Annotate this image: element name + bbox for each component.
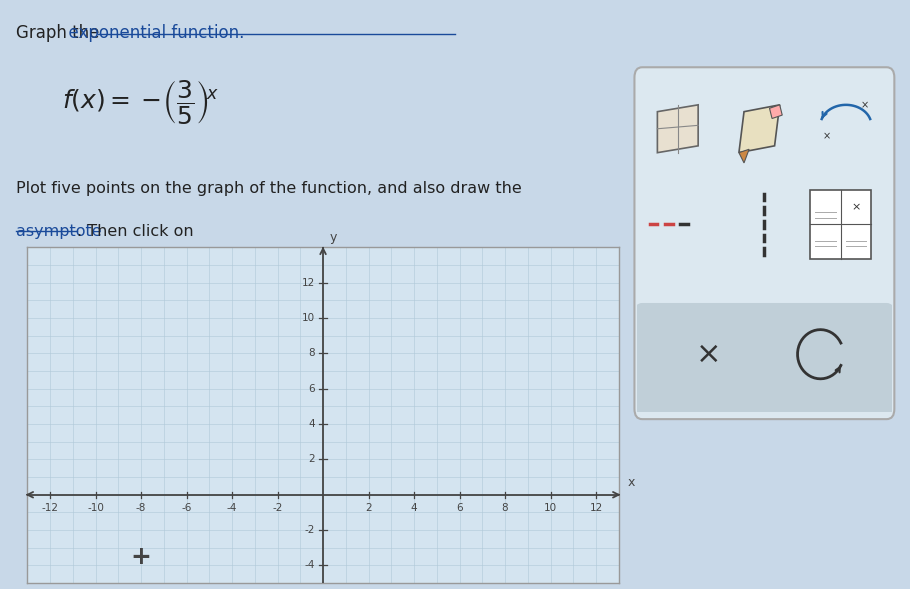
Text: ×: × bbox=[823, 131, 831, 141]
Text: -4: -4 bbox=[305, 561, 315, 570]
Text: ×: × bbox=[861, 100, 869, 110]
Text: -6: -6 bbox=[181, 503, 192, 512]
Text: . Then click on: . Then click on bbox=[76, 224, 193, 239]
Bar bbox=[810, 190, 872, 259]
Text: 2: 2 bbox=[308, 455, 315, 464]
FancyBboxPatch shape bbox=[634, 303, 895, 419]
Text: y: y bbox=[330, 231, 338, 244]
Text: -2: -2 bbox=[272, 503, 283, 512]
Text: ×: × bbox=[852, 203, 861, 212]
Text: 12: 12 bbox=[590, 503, 602, 512]
Text: 8: 8 bbox=[501, 503, 509, 512]
Text: 8: 8 bbox=[308, 349, 315, 358]
Text: -12: -12 bbox=[42, 503, 58, 512]
Text: 10: 10 bbox=[544, 503, 557, 512]
Text: 2: 2 bbox=[365, 503, 372, 512]
Text: asymptote: asymptote bbox=[15, 224, 101, 239]
Polygon shape bbox=[739, 149, 749, 163]
Bar bbox=[642, 313, 886, 409]
Polygon shape bbox=[770, 105, 783, 118]
Text: 10: 10 bbox=[302, 313, 315, 323]
Text: -4: -4 bbox=[227, 503, 238, 512]
Text: ×: × bbox=[695, 340, 721, 369]
Text: -10: -10 bbox=[87, 503, 104, 512]
Polygon shape bbox=[739, 105, 780, 153]
Text: -2: -2 bbox=[305, 525, 315, 535]
Text: 6: 6 bbox=[456, 503, 463, 512]
Text: Graph the: Graph the bbox=[15, 24, 105, 42]
Text: $f(x)=-\!\left(\dfrac{3}{5}\right)^{\!x}$: $f(x)=-\!\left(\dfrac{3}{5}\right)^{\!x}… bbox=[62, 78, 218, 125]
Polygon shape bbox=[657, 105, 698, 153]
Text: 4: 4 bbox=[410, 503, 418, 512]
Text: -8: -8 bbox=[136, 503, 147, 512]
Text: Plot five points on the graph of the function, and also draw the: Plot five points on the graph of the fun… bbox=[15, 181, 527, 196]
Text: x: x bbox=[628, 477, 635, 489]
Text: +: + bbox=[131, 545, 151, 568]
Text: 12: 12 bbox=[302, 278, 315, 287]
Text: 6: 6 bbox=[308, 384, 315, 393]
FancyBboxPatch shape bbox=[634, 67, 895, 419]
Text: exponential function.: exponential function. bbox=[15, 24, 244, 42]
Text: 4: 4 bbox=[308, 419, 315, 429]
